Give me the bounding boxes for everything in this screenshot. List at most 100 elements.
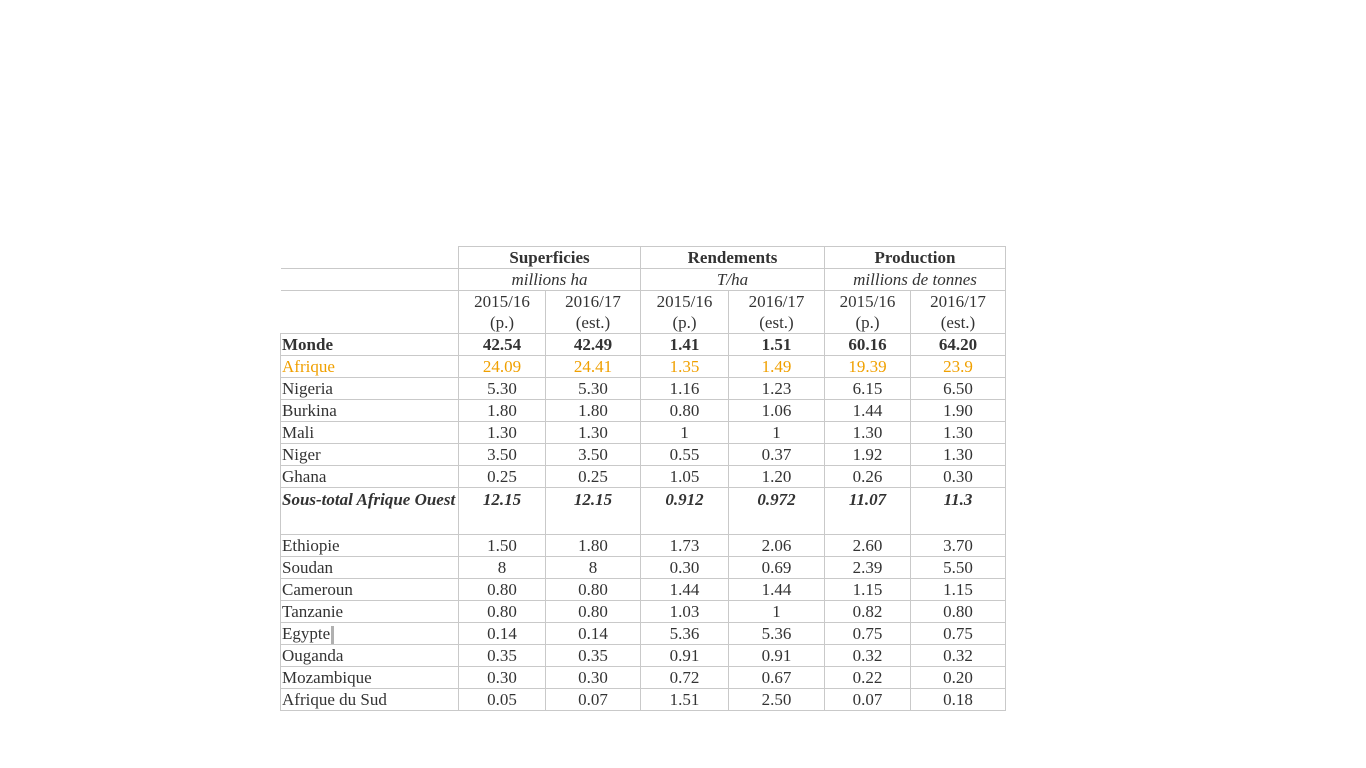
table-cell: 0.26 [824,465,911,488]
table-row: Afrique du Sud 0.05 0.07 1.51 2.50 0.07 … [280,688,1006,712]
table-cell: 1.49 [728,355,825,378]
table-cell: 24.41 [545,355,641,378]
table-cell: 1.80 [458,399,546,422]
table-cell: 0.91 [640,644,729,668]
table-cell: 11.07 [824,487,911,535]
table-cell: 5.36 [728,621,825,646]
table-cell: 0.80 [458,578,546,601]
table-cell: 1.41 [640,333,729,356]
table-cell: 1.20 [728,465,825,488]
row-label-cell[interactable]: Egypte [280,621,459,646]
row-label: Niger [280,443,459,466]
table-cell: 1.80 [545,399,641,422]
table-row: Mali 1.30 1.30 1 1 1.30 1.30 [280,421,1006,444]
table-row: Monde 42.54 42.49 1.41 1.51 60.16 64.20 [280,333,1006,356]
table-cell: 3.50 [545,443,641,466]
row-label: Mozambique [280,666,459,690]
table-cell: 1.30 [545,421,641,444]
table-cell: 0.30 [545,666,641,690]
table-cell: 2.06 [728,534,825,557]
table-cell: 1.03 [640,600,729,623]
corner-cell [280,268,459,291]
year-header: 2015/16 (p.) [824,290,911,334]
table-cell: 12.15 [545,487,641,535]
table-cell: 1.80 [545,534,641,557]
row-label: Afrique du Sud [280,688,459,712]
table-cell: 0.32 [910,644,1006,668]
table-row: Ethiopie 1.50 1.80 1.73 2.06 2.60 3.70 [280,534,1006,557]
table-cell: 6.50 [910,377,1006,400]
table-cell: 1.30 [910,443,1006,466]
table-cell: 0.75 [824,621,911,646]
table-cell: 1.06 [728,399,825,422]
table-cell: 1.44 [824,399,911,422]
table-cell: 5.30 [545,377,641,400]
table-row: Niger 3.50 3.50 0.55 0.37 1.92 1.30 [280,443,1006,466]
row-label: Cameroun [280,578,459,601]
table-cell: 1 [728,600,825,623]
row-label: Nigeria [280,377,459,400]
group-unit-superficies: millions ha [458,268,641,291]
table-cell: 42.49 [545,333,641,356]
table-cell: 0.72 [640,666,729,690]
year-header: 2015/16 (p.) [640,290,729,334]
table-cell: 5.30 [458,377,546,400]
row-label: Egypte [282,624,331,643]
row-label: Monde [280,333,459,356]
table-cell: 1.23 [728,377,825,400]
corner-cell [280,290,459,334]
table-cell: 1.44 [728,578,825,601]
row-label: Ethiopie [280,534,459,557]
table-cell: 0.91 [728,644,825,668]
table-cell: 23.9 [910,355,1006,378]
table-cell: 0.67 [728,666,825,690]
table-cell: 0.35 [458,644,546,668]
table-cell: 42.54 [458,333,546,356]
table-cell: 2.60 [824,534,911,557]
table-cell: 0.20 [910,666,1006,690]
table-cell: 3.70 [910,534,1006,557]
header-year-row: 2015/16 (p.) 2016/17 (est.) 2015/16 (p.) 20… [280,290,1006,334]
table-cell: 0.37 [728,443,825,466]
table-cell: 0.912 [640,487,729,535]
group-unit-rendements: T/ha [640,268,825,291]
table-cell: 5.36 [640,621,729,646]
table-cell: 8 [458,556,546,579]
table-cell: 6.15 [824,377,911,400]
text-cursor [331,626,335,645]
row-label: Sous-total Afrique Ouest [280,487,459,535]
group-title-rendements: Rendements [640,246,825,269]
row-label: Ouganda [280,644,459,668]
table-cell: 0.75 [910,621,1006,646]
header-group-row: Superficies Rendements Production [280,246,1006,269]
table-cell: 2.50 [728,688,825,712]
table-cell: 0.07 [545,688,641,712]
table-cell: 1 [640,421,729,444]
table-row: Cameroun 0.80 0.80 1.44 1.44 1.15 1.15 [280,578,1006,601]
group-title-superficies: Superficies [458,246,641,269]
table-cell: 64.20 [910,333,1006,356]
table-cell: 0.25 [458,465,546,488]
table-cell: 2.39 [824,556,911,579]
year-header: 2016/17 (est.) [545,290,641,334]
table-row: Nigeria 5.30 5.30 1.16 1.23 6.15 6.50 [280,377,1006,400]
table-cell: 11.3 [910,487,1006,535]
table-row: Tanzanie 0.80 0.80 1.03 1 0.82 0.80 [280,600,1006,623]
year-header: 2016/17 (est.) [728,290,825,334]
group-unit-production: millions de tonnes [824,268,1006,291]
table-cell: 0.69 [728,556,825,579]
subtotal-row: Sous-total Afrique Ouest 12.15 12.15 0.9… [280,487,1006,535]
row-label: Afrique [280,355,459,378]
table-cell: 0.25 [545,465,641,488]
table-cell: 24.09 [458,355,546,378]
table-cell: 1 [728,421,825,444]
table-cell: 1.05 [640,465,729,488]
table-cell: 60.16 [824,333,911,356]
table-cell: 12.15 [458,487,546,535]
corner-cell [280,246,459,269]
table-cell: 1.15 [824,578,911,601]
table-cell: 0.80 [545,600,641,623]
table-cell: 1.51 [728,333,825,356]
table-cell: 1.90 [910,399,1006,422]
table-cell: 1.15 [910,578,1006,601]
